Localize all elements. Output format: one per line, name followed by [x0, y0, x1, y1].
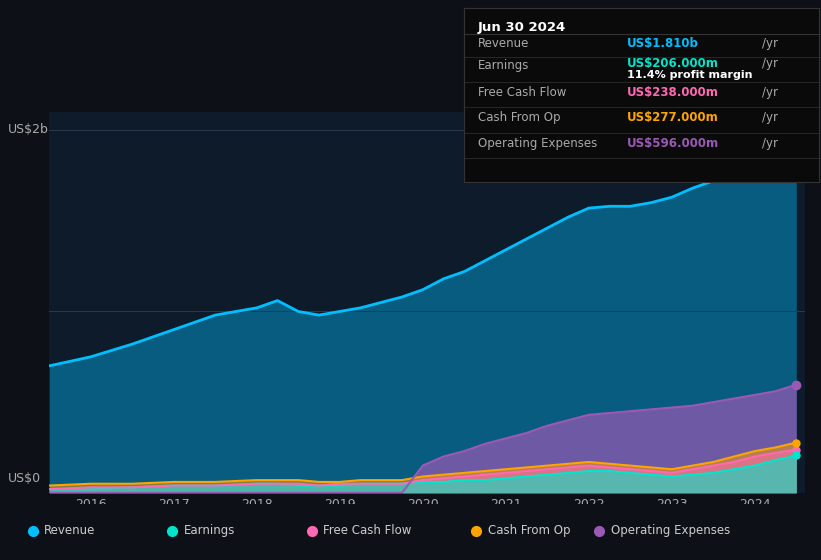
Text: Free Cash Flow: Free Cash Flow	[478, 86, 566, 99]
Text: US$596.000m: US$596.000m	[627, 137, 719, 150]
Text: US$238.000m: US$238.000m	[627, 86, 719, 99]
Text: Operating Expenses: Operating Expenses	[611, 524, 730, 538]
Text: Earnings: Earnings	[184, 524, 236, 538]
Text: US$206.000m: US$206.000m	[627, 57, 719, 69]
Text: US$2b: US$2b	[8, 123, 49, 137]
Text: US$0: US$0	[8, 472, 41, 485]
Text: Free Cash Flow: Free Cash Flow	[323, 524, 412, 538]
Text: Jun 30 2024: Jun 30 2024	[478, 21, 566, 34]
Text: Revenue: Revenue	[44, 524, 96, 538]
Text: Cash From Op: Cash From Op	[478, 111, 561, 124]
Text: US$1.810b: US$1.810b	[627, 38, 699, 50]
Text: /yr: /yr	[762, 57, 777, 69]
Text: Revenue: Revenue	[478, 38, 530, 50]
Text: Earnings: Earnings	[478, 59, 530, 72]
Text: /yr: /yr	[762, 111, 777, 124]
Text: Cash From Op: Cash From Op	[488, 524, 570, 538]
Text: Operating Expenses: Operating Expenses	[478, 137, 598, 150]
Text: /yr: /yr	[762, 137, 777, 150]
Text: /yr: /yr	[762, 86, 777, 99]
Text: US$277.000m: US$277.000m	[627, 111, 718, 124]
Text: 11.4% profit margin: 11.4% profit margin	[627, 70, 753, 80]
Text: /yr: /yr	[762, 38, 777, 50]
